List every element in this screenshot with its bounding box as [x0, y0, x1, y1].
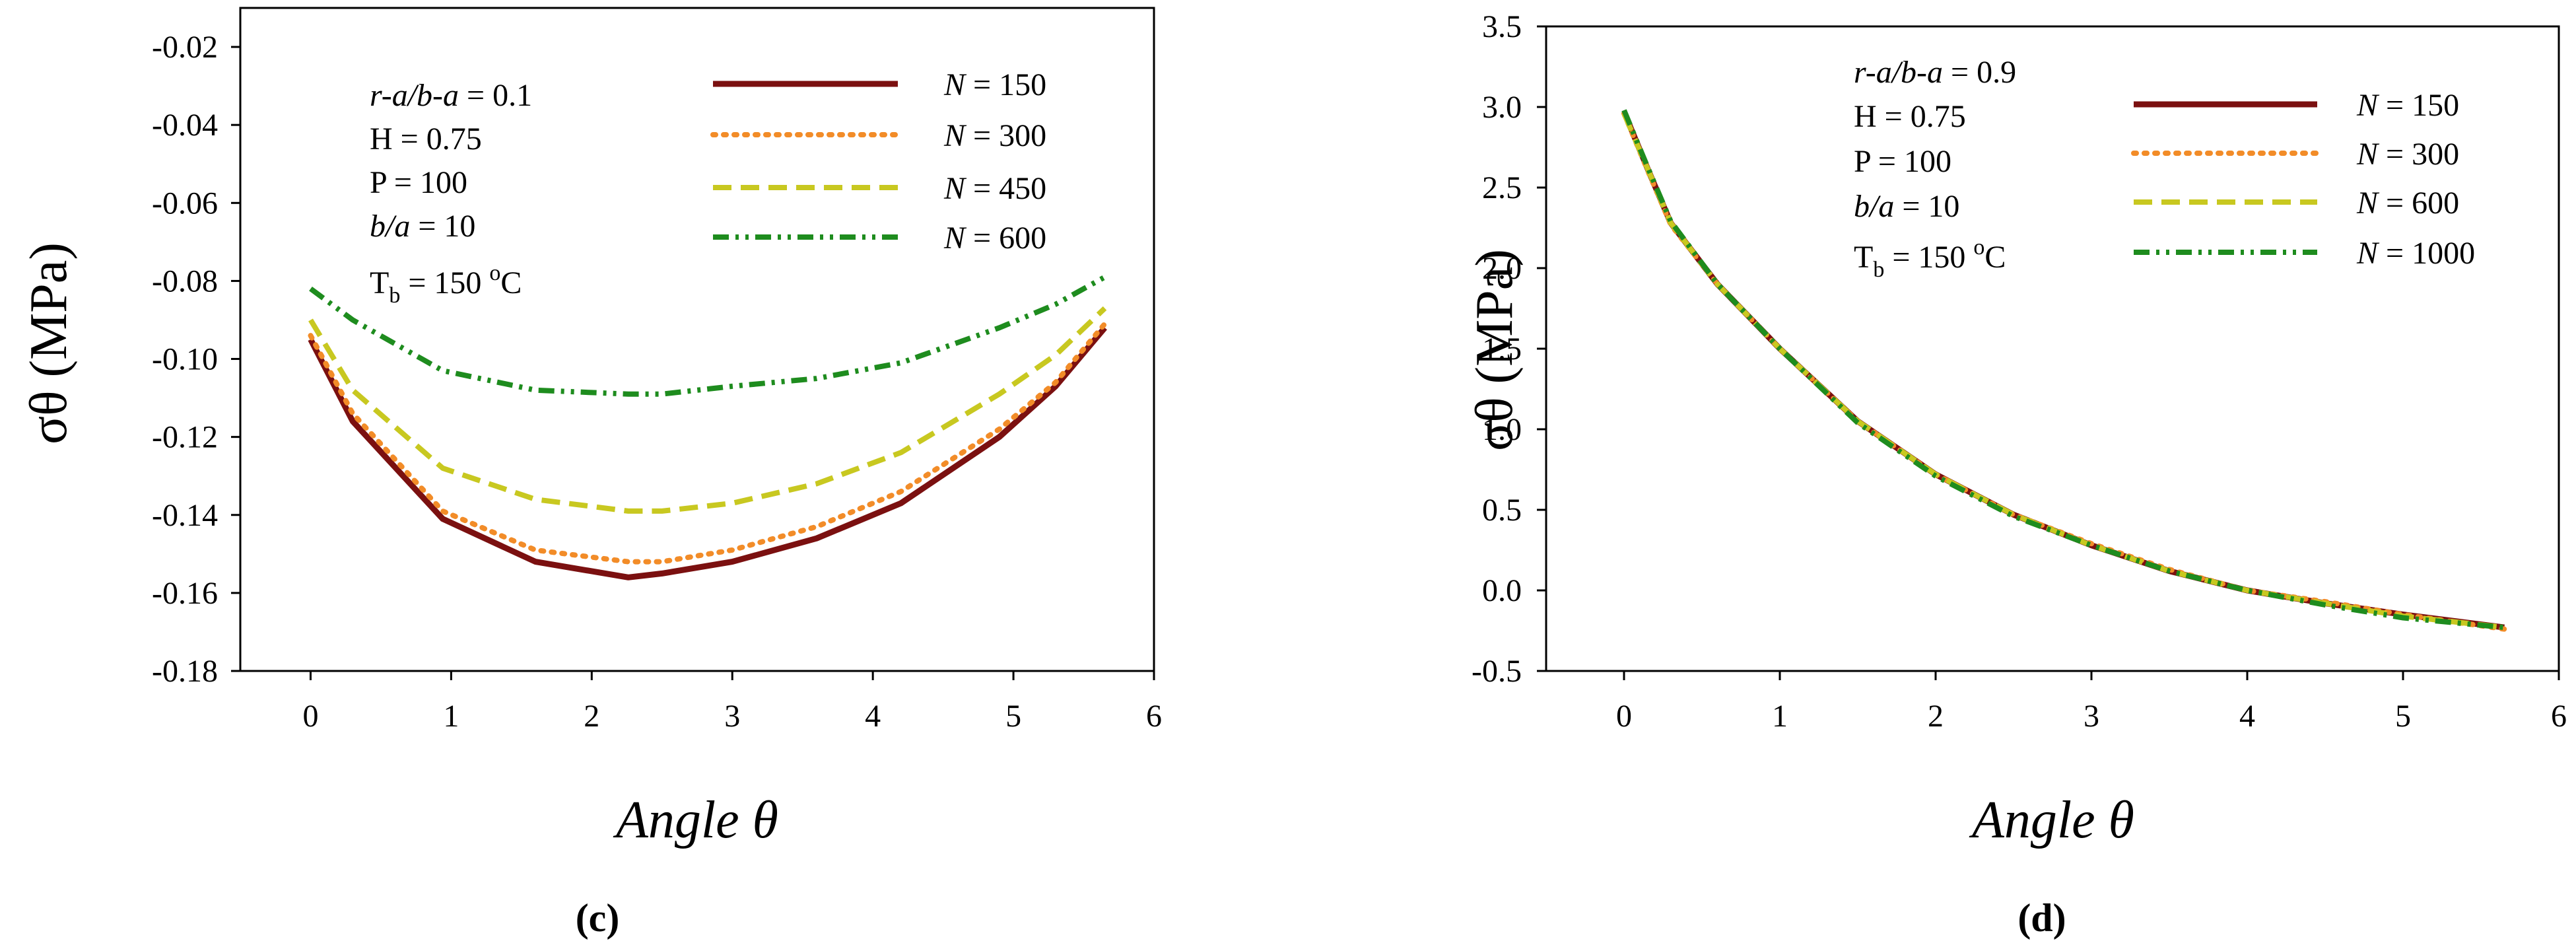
tb-main-d: T — [1854, 240, 1873, 275]
ratio-value-c: = 0.1 — [459, 78, 532, 113]
annotation-tb-c: Tb = 150 oC — [370, 261, 522, 308]
x-tick-label-c: 3 — [724, 699, 740, 734]
x-tick-label-c: 2 — [584, 699, 599, 734]
y-tick-label-d: 3.5 — [1482, 9, 1522, 44]
tb-sub-d: b — [1873, 258, 1884, 282]
chart-panel-d: 0 1 2 3 4 5 6 3.5 3.0 2.5 2.0 1.5 1.0 0.5 0.0 -0.5 r-a/… — [1466, 9, 2567, 940]
axis-ticks-c: 0 1 2 3 4 5 6 -0.02 -0.04 -0.06 -0.08 -0.10 -0.12 -0.… — [152, 30, 1162, 734]
x-tick-label-d: 3 — [2084, 699, 2099, 734]
legend-label-c-2: N = 450 — [943, 171, 1046, 206]
legend-c: N = 150 N = 300 N = 450 N = 600 — [710, 67, 1046, 256]
x-tick-label-d: 4 — [2239, 699, 2255, 734]
y-tick-label-d: 2.5 — [1482, 170, 1522, 205]
annotation-ratio-d: r-a/b-a = 0.9 — [1854, 55, 2016, 90]
y-axis-label-c: σθ (MPa) — [20, 242, 78, 444]
tb-sub-c: b — [389, 283, 400, 308]
plot-area-d — [1545, 25, 2560, 672]
y-tick-label-c: -0.12 — [152, 420, 218, 455]
x-axis-label-d: Angle θ — [1969, 791, 2134, 849]
legend-label-c-0: N = 150 — [943, 67, 1046, 102]
tb-unit-c: C — [500, 265, 522, 300]
ba-value-d: = 10 — [1894, 189, 1959, 224]
x-tick-label-d: 2 — [1928, 699, 1944, 734]
legend-label-d-0: N = 150 — [2356, 88, 2459, 123]
x-tick-label-c: 6 — [1146, 699, 1162, 734]
legend-label-d-1: N = 300 — [2356, 137, 2459, 172]
tb-value-c: = 150 — [400, 265, 489, 300]
series-line-d-1000 — [1621, 109, 2505, 631]
y-axis-label-d: σθ (MPa) — [1466, 249, 1524, 451]
series-line-c-150 — [308, 326, 1107, 580]
y-tick-label-c: -0.18 — [152, 654, 218, 689]
y-tick-label-c: -0.04 — [152, 108, 218, 143]
series-line-c-300 — [308, 321, 1108, 565]
y-tick-label-d: 1.0 — [1482, 412, 1522, 447]
tb-value-d: = 150 — [1884, 240, 1973, 275]
plot-area-c — [239, 7, 1155, 672]
annotation-tb-d: Tb = 150 oC — [1854, 235, 2006, 282]
series-line-c-600 — [309, 275, 1106, 397]
x-axis-label-c: Angle θ — [613, 791, 778, 849]
y-tick-label-c: -0.06 — [152, 186, 218, 221]
annotation-p-d: P = 100 — [1854, 144, 1951, 179]
ba-label-d: b/a — [1854, 189, 1894, 224]
y-tick-label-c: -0.10 — [152, 342, 218, 377]
series-line-c-450 — [308, 306, 1107, 514]
series-line-d-600 — [1621, 112, 2505, 631]
legend-label-c-3: N = 600 — [943, 221, 1046, 256]
annotation-ba-d: b/a = 10 — [1854, 189, 1959, 224]
y-tick-label-c: -0.14 — [152, 498, 218, 533]
tb-unit-d: C — [1984, 240, 2006, 275]
panel-caption-c: (c) — [576, 896, 620, 940]
chart-panel-c: 0 1 2 3 4 5 6 -0.02 -0.04 -0.06 -0.08 -0.10 -0.12 -0.… — [20, 7, 1162, 940]
ratio-label-c: r-a/b-a — [370, 78, 459, 113]
legend-label-c-1: N = 300 — [943, 118, 1046, 153]
legend-label-d-3: N = 1000 — [2356, 236, 2475, 271]
x-tick-label-d: 5 — [2395, 699, 2411, 734]
x-tick-label-c: 0 — [302, 699, 318, 734]
y-tick-label-c: -0.16 — [152, 576, 218, 611]
ba-value-c: = 10 — [410, 209, 475, 244]
tb-degree-c: o — [489, 261, 500, 285]
series-group-d — [1621, 109, 2507, 632]
tb-degree-d: o — [1973, 235, 1984, 260]
y-tick-label-d: 2.0 — [1482, 251, 1522, 286]
y-tick-label-c: -0.02 — [152, 30, 218, 65]
y-tick-label-d: -0.5 — [1472, 654, 1522, 689]
annotation-h-c: H = 0.75 — [370, 122, 482, 157]
y-tick-label-d: 1.5 — [1482, 332, 1522, 367]
x-tick-label-c: 1 — [443, 699, 459, 734]
annotation-p-c: P = 100 — [370, 165, 467, 200]
panel-caption-d: (d) — [2017, 896, 2066, 940]
x-tick-label-d: 0 — [1616, 699, 1632, 734]
y-tick-label-c: -0.08 — [152, 263, 218, 298]
y-tick-label-d: 3.0 — [1482, 90, 1522, 125]
ratio-label-d: r-a/b-a — [1854, 55, 1943, 90]
ba-label-c: b/a — [370, 209, 410, 244]
x-tick-label-d: 1 — [1772, 699, 1788, 734]
annotation-h-d: H = 0.75 — [1854, 99, 1966, 134]
y-tick-label-d: 0.0 — [1482, 573, 1522, 608]
annotation-ba-c: b/a = 10 — [370, 209, 475, 244]
x-tick-label-c: 5 — [1005, 699, 1021, 734]
annotation-ratio-c: r-a/b-a = 0.1 — [370, 78, 532, 113]
x-tick-label-c: 4 — [865, 699, 881, 734]
axis-ticks-d: 0 1 2 3 4 5 6 3.5 3.0 2.5 2.0 1.5 1.0 0.5 0.0 -0.5 — [1472, 9, 2567, 734]
tb-main-c: T — [370, 265, 389, 300]
series-group-c — [308, 275, 1108, 580]
y-tick-label-d: 0.5 — [1482, 493, 1522, 528]
legend-d: N = 150 N = 300 N = 600 N = 1000 — [2131, 88, 2475, 271]
x-tick-label-d: 6 — [2551, 699, 2567, 734]
ratio-value-d: = 0.9 — [1943, 55, 2016, 90]
legend-label-d-2: N = 600 — [2356, 186, 2459, 221]
